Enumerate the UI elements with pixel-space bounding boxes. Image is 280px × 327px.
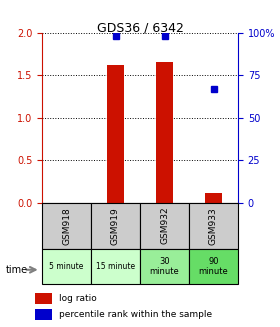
Text: 15 minute: 15 minute (96, 262, 135, 271)
Text: percentile rank within the sample: percentile rank within the sample (59, 310, 212, 319)
Text: time: time (6, 265, 28, 275)
Text: GDS36 / 6342: GDS36 / 6342 (97, 21, 183, 34)
FancyBboxPatch shape (140, 203, 189, 249)
FancyBboxPatch shape (42, 249, 91, 284)
Bar (35, 293, 52, 304)
Text: 90
minute: 90 minute (199, 257, 228, 276)
Text: log ratio: log ratio (59, 294, 97, 303)
Text: GSM933: GSM933 (209, 207, 218, 245)
Bar (205, 193, 222, 203)
Bar (156, 62, 173, 203)
Text: GSM918: GSM918 (62, 207, 71, 245)
Text: 30
minute: 30 minute (150, 257, 179, 276)
Bar (107, 65, 124, 203)
Text: GSM932: GSM932 (160, 207, 169, 245)
FancyBboxPatch shape (42, 203, 91, 249)
FancyBboxPatch shape (189, 249, 238, 284)
Text: 5 minute: 5 minute (49, 262, 84, 271)
FancyBboxPatch shape (91, 203, 140, 249)
Text: GSM919: GSM919 (111, 207, 120, 245)
Bar (35, 309, 52, 320)
FancyBboxPatch shape (140, 249, 189, 284)
FancyBboxPatch shape (91, 249, 140, 284)
FancyBboxPatch shape (189, 203, 238, 249)
